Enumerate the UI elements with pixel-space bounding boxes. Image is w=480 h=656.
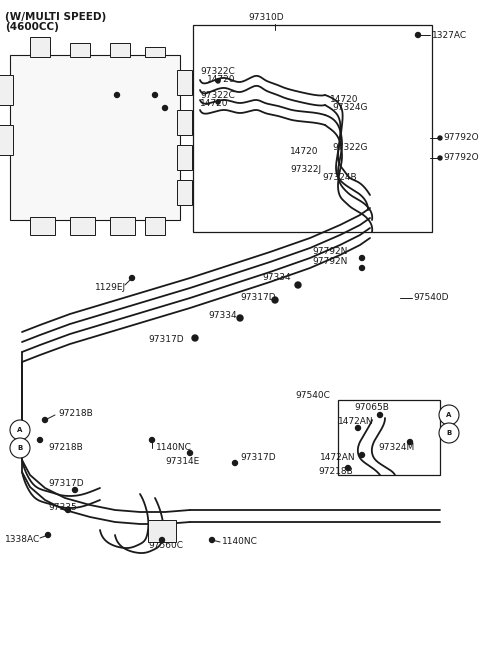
Circle shape — [232, 461, 238, 466]
Circle shape — [163, 106, 168, 110]
Circle shape — [360, 453, 364, 457]
Circle shape — [209, 537, 215, 543]
Text: 1327AC: 1327AC — [432, 30, 467, 39]
Text: 97792O: 97792O — [443, 134, 479, 142]
Bar — [177, 70, 192, 95]
Bar — [30, 37, 50, 57]
Text: 97324B: 97324B — [322, 173, 357, 182]
Text: 97540C: 97540C — [295, 390, 330, 400]
Text: 97324G: 97324G — [332, 102, 368, 112]
Bar — [10, 55, 180, 220]
Circle shape — [438, 156, 442, 160]
Text: 97317D: 97317D — [48, 478, 84, 487]
Circle shape — [346, 466, 350, 470]
Text: 97322J: 97322J — [290, 165, 321, 174]
Bar — [145, 47, 165, 57]
Circle shape — [188, 451, 192, 455]
Circle shape — [115, 92, 120, 98]
Circle shape — [37, 438, 43, 443]
Circle shape — [416, 33, 420, 37]
Circle shape — [216, 79, 220, 83]
Bar — [177, 110, 192, 135]
Text: 97792O: 97792O — [443, 154, 479, 163]
Circle shape — [10, 420, 30, 440]
Text: 14720: 14720 — [200, 98, 228, 108]
Bar — [145, 217, 165, 235]
Circle shape — [439, 405, 459, 425]
Text: 97540D: 97540D — [413, 293, 448, 302]
Text: (W/MULTI SPEED): (W/MULTI SPEED) — [5, 12, 106, 22]
Bar — [0, 125, 13, 155]
Text: 1140NC: 1140NC — [156, 443, 192, 453]
Circle shape — [295, 282, 301, 288]
Text: 97065B: 97065B — [354, 403, 389, 413]
Bar — [30, 217, 55, 235]
Bar — [177, 145, 192, 170]
Text: 97314E: 97314E — [165, 457, 199, 466]
Text: A: A — [17, 427, 23, 433]
Circle shape — [272, 297, 278, 303]
Text: 1327CC: 1327CC — [60, 94, 96, 104]
Circle shape — [72, 487, 77, 493]
Text: 97218B: 97218B — [58, 409, 93, 419]
Text: 97322G: 97322G — [332, 144, 368, 152]
Text: 14720: 14720 — [330, 96, 359, 104]
Circle shape — [439, 423, 459, 443]
Text: 97317D: 97317D — [240, 453, 276, 462]
Text: 97335: 97335 — [48, 504, 77, 512]
Text: 14720: 14720 — [290, 148, 319, 157]
Circle shape — [192, 335, 198, 341]
Circle shape — [216, 100, 220, 104]
Text: 14720: 14720 — [207, 75, 236, 85]
Text: 1338AC: 1338AC — [5, 535, 40, 544]
Text: B: B — [446, 430, 452, 436]
Circle shape — [130, 276, 134, 281]
Text: 97218B: 97218B — [318, 468, 353, 476]
Bar — [0, 75, 13, 105]
Text: 97317D: 97317D — [240, 293, 276, 302]
Circle shape — [237, 315, 243, 321]
Text: (4600CC): (4600CC) — [5, 22, 59, 32]
Circle shape — [356, 426, 360, 430]
Bar — [110, 217, 135, 235]
Text: 1472AN: 1472AN — [338, 417, 373, 426]
Text: 97317D: 97317D — [148, 335, 184, 344]
Text: 97334: 97334 — [208, 310, 237, 319]
Circle shape — [153, 92, 157, 98]
Bar — [110, 43, 130, 57]
Circle shape — [43, 417, 48, 422]
Circle shape — [360, 266, 364, 270]
Bar — [177, 180, 192, 205]
Text: 97322C: 97322C — [200, 68, 235, 77]
Circle shape — [10, 438, 30, 458]
Text: 97792N: 97792N — [158, 85, 193, 94]
Circle shape — [408, 440, 412, 445]
Text: 97334: 97334 — [262, 274, 290, 283]
Text: 97218B: 97218B — [48, 443, 83, 453]
Text: 1140NC: 1140NC — [222, 537, 258, 546]
Circle shape — [65, 508, 71, 512]
Text: 97792N: 97792N — [130, 104, 166, 112]
Text: 97560C: 97560C — [148, 541, 183, 550]
Circle shape — [159, 537, 165, 543]
Text: 97310D: 97310D — [248, 14, 284, 22]
Bar — [193, 25, 432, 232]
Text: 97324M: 97324M — [378, 443, 414, 453]
Circle shape — [360, 255, 364, 260]
Circle shape — [438, 136, 442, 140]
Bar — [70, 43, 90, 57]
Text: 1472AN: 1472AN — [320, 453, 356, 462]
Circle shape — [149, 438, 155, 443]
Text: A: A — [446, 412, 452, 418]
Text: 1129EJ: 1129EJ — [95, 283, 126, 293]
Circle shape — [377, 413, 383, 417]
Text: B: B — [17, 445, 23, 451]
Text: 97322C: 97322C — [200, 91, 235, 100]
Bar — [70, 217, 95, 235]
Bar — [148, 520, 176, 542]
Text: 97792N: 97792N — [312, 247, 348, 256]
Bar — [338, 400, 440, 475]
Text: 97792N: 97792N — [312, 258, 348, 266]
Circle shape — [46, 533, 50, 537]
